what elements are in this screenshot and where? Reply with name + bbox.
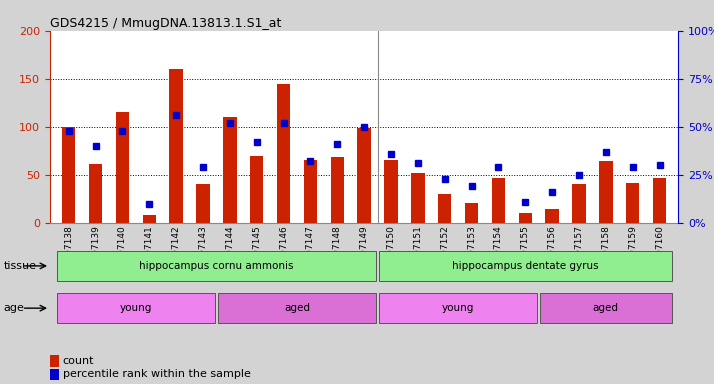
Text: aged: aged bbox=[593, 303, 619, 313]
Text: percentile rank within the sample: percentile rank within the sample bbox=[63, 369, 251, 379]
Bar bbox=[223, 117, 236, 223]
Bar bbox=[411, 173, 425, 223]
Text: hippocampus cornu ammonis: hippocampus cornu ammonis bbox=[139, 261, 293, 271]
Text: young: young bbox=[442, 303, 474, 313]
FancyBboxPatch shape bbox=[56, 293, 215, 323]
Text: age: age bbox=[4, 303, 24, 313]
Bar bbox=[331, 157, 344, 223]
FancyBboxPatch shape bbox=[379, 293, 538, 323]
Bar bbox=[599, 161, 613, 223]
FancyBboxPatch shape bbox=[540, 293, 672, 323]
FancyBboxPatch shape bbox=[218, 293, 376, 323]
Text: hippocampus dentate gyrus: hippocampus dentate gyrus bbox=[452, 261, 598, 271]
Bar bbox=[250, 156, 263, 223]
Bar bbox=[143, 215, 156, 223]
Bar bbox=[89, 164, 102, 223]
Bar bbox=[62, 127, 76, 223]
Bar bbox=[492, 178, 505, 223]
Bar bbox=[438, 194, 451, 223]
Bar bbox=[169, 69, 183, 223]
Text: GDS4215 / MmugDNA.13813.1.S1_at: GDS4215 / MmugDNA.13813.1.S1_at bbox=[50, 17, 281, 30]
Bar bbox=[572, 184, 585, 223]
Bar bbox=[384, 161, 398, 223]
Bar bbox=[196, 184, 210, 223]
FancyBboxPatch shape bbox=[379, 251, 672, 281]
Bar bbox=[626, 184, 639, 223]
Bar bbox=[518, 213, 532, 223]
Text: young: young bbox=[120, 303, 152, 313]
Bar bbox=[465, 203, 478, 223]
Text: count: count bbox=[63, 356, 94, 366]
Bar bbox=[545, 209, 559, 223]
FancyBboxPatch shape bbox=[56, 251, 376, 281]
Bar bbox=[116, 113, 129, 223]
Text: tissue: tissue bbox=[4, 261, 36, 271]
Bar bbox=[653, 178, 666, 223]
Bar bbox=[303, 161, 317, 223]
Text: aged: aged bbox=[284, 303, 310, 313]
Bar bbox=[358, 127, 371, 223]
Bar bbox=[277, 84, 291, 223]
